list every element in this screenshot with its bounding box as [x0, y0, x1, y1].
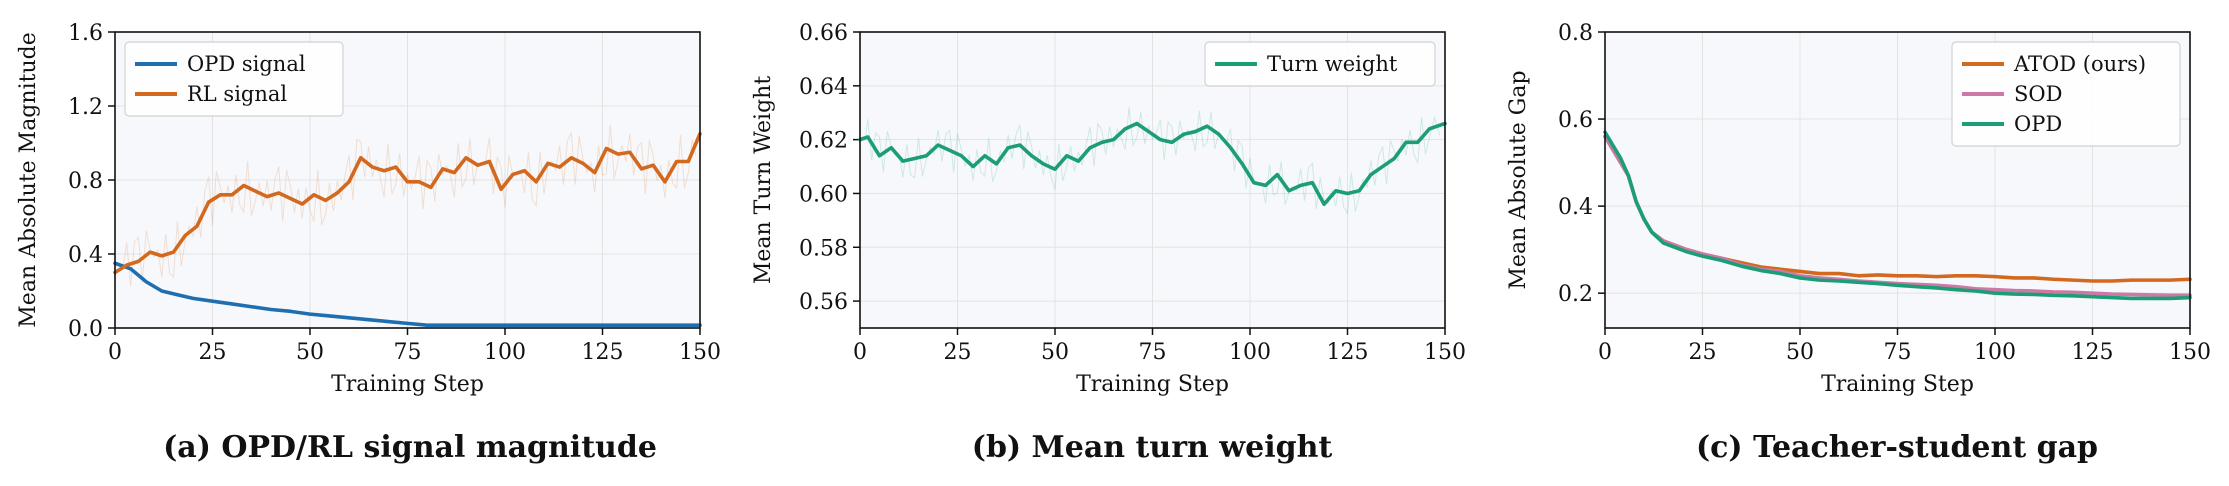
legend-box [1951, 41, 2181, 147]
x-axis-label: Training Step [1076, 372, 1229, 397]
chart-panel-1: 0 25 50 75 100 125 150 0.0 0.4 0.8 1.2 1.6 Training … [16, 21, 721, 465]
x-tick-label: 150 [2169, 340, 2211, 365]
y-tick-label: 0.60 [799, 182, 848, 207]
x-tick-label: 100 [484, 340, 526, 365]
legend: Turn weight [1204, 41, 1436, 87]
y-tick-label: 0.56 [799, 290, 848, 315]
legend-box [1204, 41, 1436, 87]
y-tick-label: 0.66 [799, 21, 848, 46]
x-tick-label: 0 [108, 340, 122, 365]
legend-label-turn-weight: Turn weight [1267, 52, 1398, 76]
y-tick-label: 0.4 [1558, 195, 1593, 220]
x-tick-label: 100 [1974, 340, 2016, 365]
x-tick-label: 150 [679, 340, 721, 365]
y-tick-label: 0.2 [1558, 282, 1593, 307]
x-tick-label: 75 [1884, 340, 1912, 365]
panel-caption: (c) Teacher-student gap [1696, 430, 2098, 465]
legend-label-opd-signal: OPD signal [187, 52, 306, 76]
x-tick-label: 100 [1229, 340, 1271, 365]
x-tick-label: 25 [944, 340, 972, 365]
raw-trace [859, 106, 1441, 215]
legend: ATOD (ours) SOD OPD [1951, 41, 2181, 147]
chart-panel-3: 0 25 50 75 100 125 150 0.2 0.4 0.6 0.8 Training Ste… [1506, 21, 2211, 465]
legend-label-opd: OPD [2014, 112, 2062, 136]
x-tick-label: 25 [1689, 340, 1717, 365]
legend-label-atod-ours: ATOD (ours) [2013, 52, 2146, 76]
y-axis-label: Mean Absolute Magnitude [16, 32, 41, 327]
x-tick-label: 75 [394, 340, 422, 365]
y-tick-label: 0.62 [799, 129, 848, 154]
y-tick-label: 0.0 [68, 317, 103, 342]
x-tick-label: 25 [199, 340, 227, 365]
y-tick-label: 1.2 [68, 95, 103, 120]
axes-frame [859, 31, 1446, 329]
y-tick-label: 0.58 [799, 236, 848, 261]
panel-caption: (a) OPD/RL signal magnitude [163, 430, 657, 465]
y-axis-label: Mean Turn Weight [751, 76, 776, 284]
x-tick-label: 75 [1139, 340, 1167, 365]
legend-label-sod: SOD [2014, 82, 2062, 106]
x-tick-label: 50 [296, 340, 324, 365]
x-tick-label: 125 [1327, 340, 1369, 365]
series-line-rl-signal [113, 131, 702, 275]
x-tick-label: 150 [1424, 340, 1466, 365]
y-tick-label: 0.8 [68, 169, 103, 194]
x-axis-label: Training Step [331, 372, 484, 397]
x-tick-label: 125 [2072, 340, 2114, 365]
x-tick-label: 50 [1786, 340, 1814, 365]
series-line-turn-weight [858, 121, 1447, 207]
chart-panel-2: 0 25 50 75 100 125 150 0.56 0.58 0.60 0.62 0.64 0.66… [751, 21, 1466, 465]
y-tick-label: 0.4 [68, 243, 103, 268]
legend-label-rl-signal: RL signal [187, 82, 287, 106]
x-tick-label: 50 [1041, 340, 1069, 365]
axes-frame [1604, 31, 2191, 329]
y-tick-label: 1.6 [68, 21, 103, 46]
raw-trace [114, 124, 697, 286]
y-axis-label: Mean Absolute Gap [1506, 70, 1531, 289]
series-line-opd-signal [113, 261, 702, 328]
panel-caption: (b) Mean turn weight [972, 430, 1333, 465]
x-tick-label: 0 [1598, 340, 1612, 365]
series-line-opd [1603, 130, 2192, 301]
x-tick-label: 125 [582, 340, 624, 365]
axes-frame [114, 31, 701, 329]
legend-box [124, 41, 344, 117]
y-tick-label: 0.6 [1558, 108, 1593, 133]
y-tick-label: 0.8 [1558, 21, 1593, 46]
legend: OPD signal RL signal [124, 41, 344, 117]
y-tick-label: 0.64 [799, 75, 848, 100]
x-axis-label: Training Step [1821, 372, 1974, 397]
x-tick-label: 0 [853, 340, 867, 365]
